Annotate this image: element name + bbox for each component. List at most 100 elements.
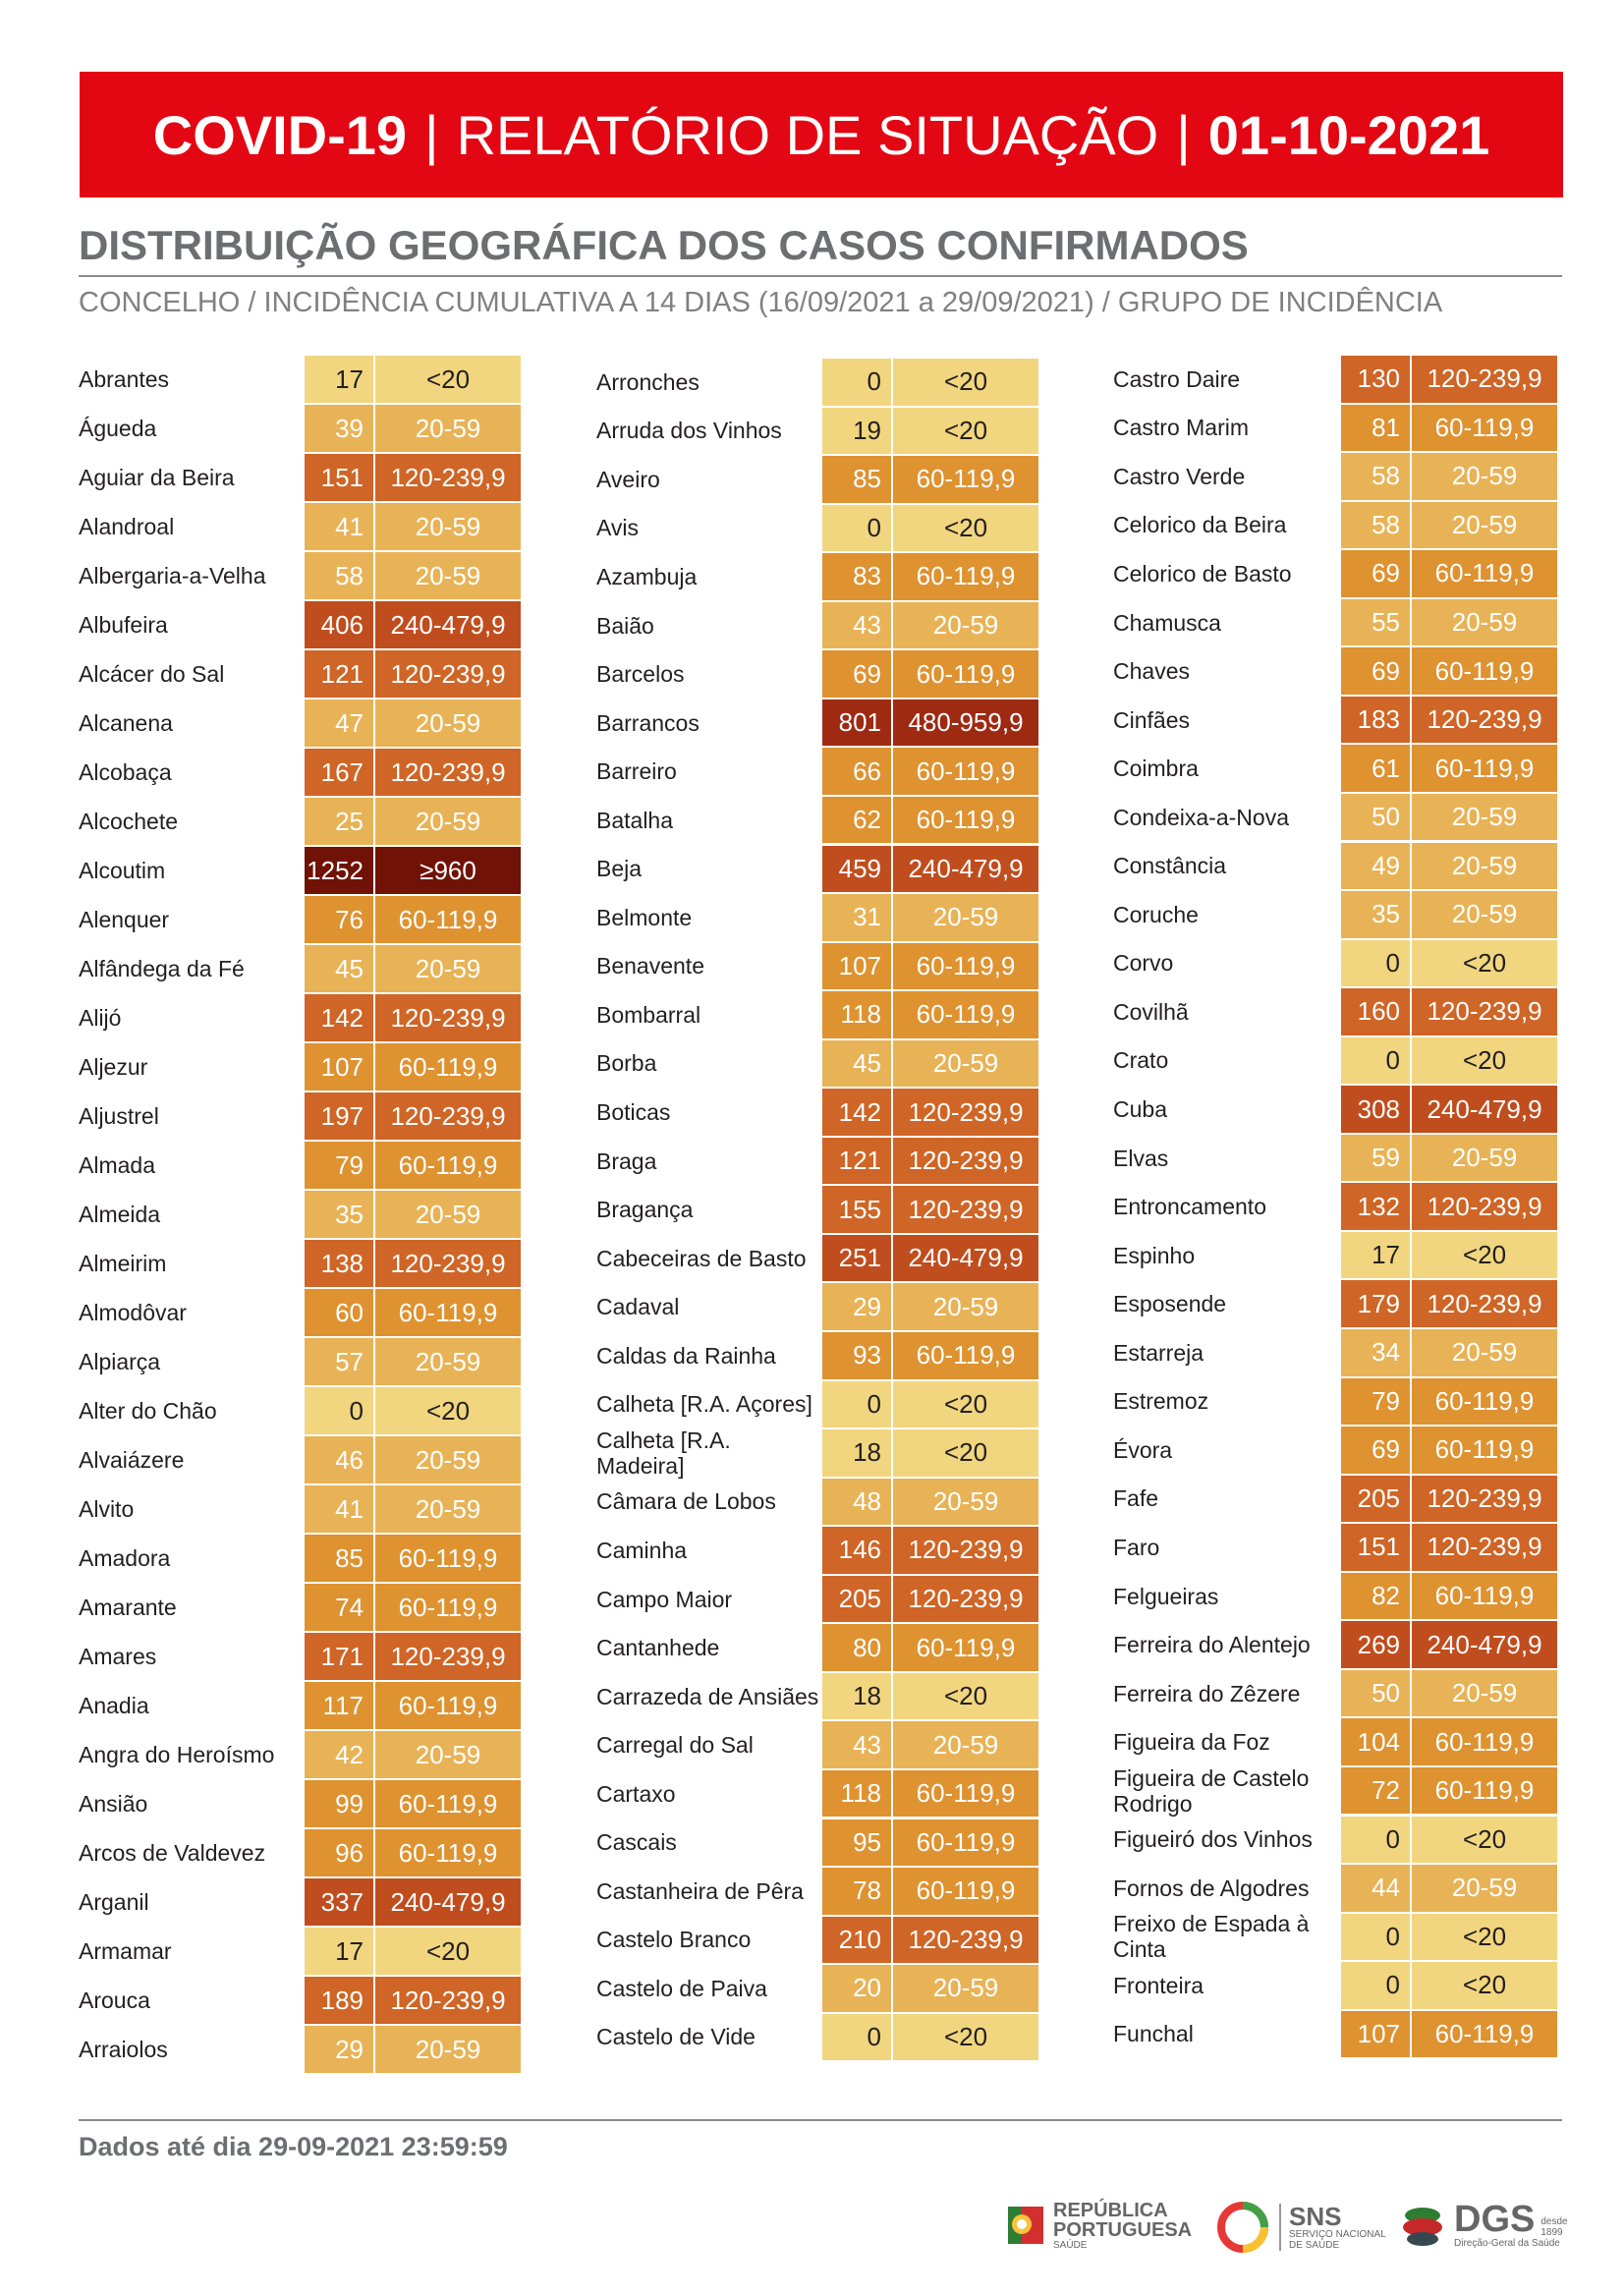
- incidence-group: 60-119,9: [375, 1289, 521, 1336]
- incidence-group: 60-119,9: [893, 991, 1038, 1038]
- incidence-group: 120-239,9: [375, 454, 521, 501]
- table-row: Braga 121 120-239,9: [596, 1137, 1038, 1185]
- incidence-group: ≥960: [375, 847, 521, 894]
- incidence-value: 0: [1341, 1962, 1410, 2009]
- incidence-value: 17: [305, 356, 373, 403]
- incidence-value: 171: [305, 1633, 373, 1680]
- table-row: Aljezur 107 60-119,9: [79, 1043, 521, 1091]
- municipality-name: Castelo Branco: [596, 1927, 752, 1953]
- incidence-group: <20: [893, 1380, 1038, 1428]
- municipality-name: Almeida: [79, 1202, 161, 1227]
- table-row: Castelo de Paiva 20 20-59: [596, 1965, 1038, 2012]
- table-row: Caldas da Rainha 93 60-119,9: [596, 1332, 1038, 1379]
- report-banner: COVID-19 | RELATÓRIO DE SITUAÇÃO | 01-10…: [80, 72, 1563, 197]
- table-row: Arcos de Valdevez 96 60-119,9: [79, 1829, 521, 1876]
- table-row: Ferreira do Alentejo 269 240-479,9: [1113, 1621, 1557, 1668]
- incidence-group: 120-239,9: [893, 1575, 1038, 1623]
- table-row: Alandroal 41 20-59: [79, 503, 521, 550]
- incidence-value: 459: [822, 845, 891, 893]
- table-row: Alcochete 25 20-59: [79, 798, 521, 845]
- incidence-value: 0: [822, 359, 891, 406]
- table-row: Avis 0 <20: [596, 504, 1038, 552]
- table-row: Cabeceiras de Basto 251 240-479,9: [596, 1234, 1038, 1282]
- municipality-name: Felgueiras: [1113, 1583, 1219, 1609]
- incidence-value: 85: [305, 1535, 373, 1582]
- table-row: Figueiró dos Vinhos 0 <20: [1113, 1816, 1557, 1864]
- table-row: Amares 171 120-239,9: [79, 1633, 521, 1680]
- incidence-value: 18: [822, 1429, 891, 1477]
- table-row: Cinfães 183 120-239,9: [1113, 696, 1557, 744]
- incidence-value: 155: [822, 1186, 891, 1233]
- incidence-group: 60-119,9: [1412, 404, 1557, 452]
- municipality-name: Calheta [R.A. Açores]: [596, 1391, 812, 1418]
- table-row: Alijó 142 120-239,9: [79, 994, 521, 1041]
- municipality-name: Arouca: [79, 1987, 150, 2013]
- municipality-name: Ferreira do Zêzere: [1113, 1680, 1301, 1707]
- municipality-name: Corvo: [1113, 950, 1174, 977]
- data-cutoff-note: Dados até dia 29-09-2021 23:59:59: [79, 2132, 508, 2161]
- municipality-name: Espinho: [1113, 1242, 1196, 1268]
- table-row: Coruche 35 20-59: [1113, 891, 1557, 938]
- municipality-name: Aljezur: [79, 1054, 148, 1080]
- municipality-name: Figueiró dos Vinhos: [1113, 1826, 1313, 1853]
- incidence-value: 205: [1341, 1475, 1410, 1523]
- incidence-value: 35: [1341, 891, 1410, 938]
- municipality-name: Amarante: [79, 1595, 177, 1620]
- incidence-group: 480-959,9: [893, 699, 1038, 747]
- table-row: Azambuja 83 60-119,9: [596, 553, 1038, 600]
- incidence-value: 69: [822, 650, 891, 698]
- table-row: Évora 69 60-119,9: [1113, 1427, 1557, 1474]
- table-row: Alvito 41 20-59: [79, 1485, 521, 1533]
- incidence-group: 20-59: [1412, 453, 1557, 500]
- incidence-group: 240-479,9: [1412, 1621, 1557, 1668]
- table-row: Barreiro 66 60-119,9: [596, 748, 1038, 795]
- table-row: Barrancos 801 480-959,9: [596, 699, 1038, 747]
- incidence-value: 48: [822, 1478, 891, 1526]
- incidence-value: 59: [1341, 1134, 1410, 1182]
- incidence-value: 132: [1341, 1183, 1410, 1230]
- incidence-group: <20: [1412, 939, 1557, 987]
- incidence-group: 20-59: [893, 894, 1038, 941]
- incidence-value: 44: [1341, 1865, 1410, 1912]
- municipality-name: Belmonte: [596, 904, 693, 930]
- table-row: Arraiolos 29 20-59: [79, 2026, 521, 2073]
- table-row: Figueira da Foz 104 60-119,9: [1113, 1718, 1557, 1765]
- municipality-name: Arraiolos: [79, 2037, 168, 2062]
- table-row: Condeixa-a-Nova 50 20-59: [1113, 793, 1557, 841]
- table-row: Esposende 179 120-239,9: [1113, 1280, 1557, 1327]
- incidence-group: 60-119,9: [1412, 2010, 1557, 2058]
- table-row: Felgueiras 82 60-119,9: [1113, 1572, 1557, 1620]
- municipality-name: Faro: [1113, 1534, 1160, 1560]
- table-row: Chamusca 55 20-59: [1113, 598, 1557, 646]
- incidence-group: 60-119,9: [375, 1682, 521, 1729]
- municipality-name: Alfândega da Fé: [79, 956, 245, 981]
- municipality-name: Aljustrel: [79, 1103, 159, 1129]
- incidence-value: 58: [305, 552, 373, 599]
- banner-title: RELATÓRIO DE SITUAÇÃO: [456, 103, 1159, 166]
- table-row: Crato 0 <20: [1113, 1036, 1557, 1085]
- municipality-name: Alcochete: [79, 809, 179, 834]
- incidence-group: 240-479,9: [1412, 1086, 1557, 1133]
- municipality-name: Coruche: [1113, 901, 1199, 927]
- municipality-name: Batalha: [596, 807, 674, 833]
- municipality-name: Amares: [79, 1644, 157, 1669]
- table-row: Arronches 0 <20: [596, 359, 1038, 406]
- table-row: Angra do Heroísmo 42 20-59: [79, 1731, 521, 1778]
- republica-line-2: PORTUGUESA: [1053, 2219, 1193, 2241]
- incidence-value: 66: [822, 748, 891, 795]
- municipality-name: Castro Verde: [1113, 463, 1246, 489]
- table-row: Almeida 35 20-59: [79, 1191, 521, 1238]
- incidence-group: <20: [893, 1429, 1038, 1477]
- municipality-name: Alcácer do Sal: [79, 661, 225, 687]
- incidence-group: <20: [375, 1928, 521, 1975]
- table-row: Abrantes 17 <20: [79, 356, 521, 403]
- incidence-group: 20-59: [375, 405, 521, 452]
- incidence-value: 0: [1341, 1036, 1410, 1085]
- table-row: Arganil 337 240-479,9: [79, 1878, 521, 1926]
- incidence-value: 151: [305, 454, 373, 501]
- incidence-value: 76: [305, 896, 373, 943]
- table-row: Chaves 69 60-119,9: [1113, 647, 1557, 695]
- incidence-group: 20-59: [1412, 1669, 1557, 1717]
- municipality-name: Cuba: [1113, 1096, 1167, 1123]
- incidence-value: 142: [305, 994, 373, 1041]
